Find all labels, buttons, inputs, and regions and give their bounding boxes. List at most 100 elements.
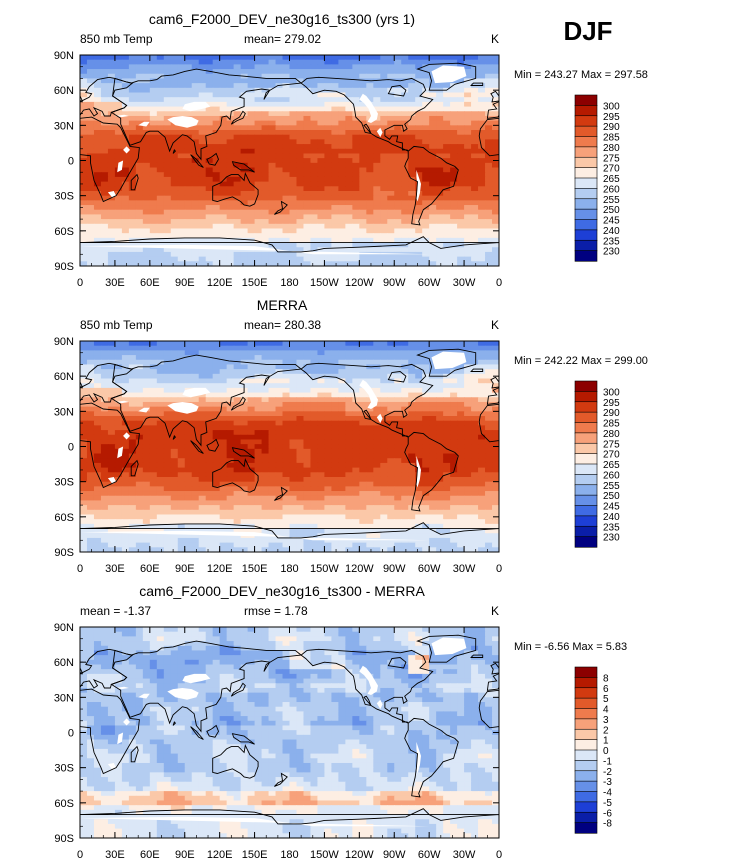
field-cell: [135, 387, 144, 394]
field-cell: [135, 476, 144, 483]
field-cell: [198, 341, 207, 347]
field-cell: [345, 406, 353, 412]
field-cell: [247, 101, 256, 108]
field-cell: [184, 491, 193, 497]
field-cell: [261, 453, 270, 459]
field-cell: [142, 115, 151, 122]
field-cell: [387, 256, 395, 262]
field-cell: [233, 383, 242, 389]
field-cell: [324, 83, 332, 89]
field-cell: [254, 364, 263, 370]
field-cell: [352, 59, 360, 65]
field-cell: [226, 495, 235, 502]
field-cell: [310, 115, 319, 122]
field-cell: [240, 83, 249, 89]
field-cell: [296, 78, 305, 84]
field-cell: [198, 439, 207, 445]
field-cell: [205, 139, 214, 145]
field-cell: [303, 87, 312, 94]
field-cell: [303, 467, 312, 473]
field-cell: [324, 92, 332, 98]
field-cell: [303, 369, 312, 375]
field-cell: [184, 416, 193, 422]
field-cell: [352, 64, 360, 70]
field-cell: [359, 420, 367, 426]
field-cell: [226, 345, 235, 351]
field-cell: [205, 476, 214, 483]
field-cell: [135, 115, 144, 122]
lat-tick-label: 60S: [54, 226, 74, 238]
field-cell: [429, 369, 437, 375]
colorbar-box: [574, 115, 598, 127]
field-cell: [289, 476, 298, 483]
colorbar-label: 235: [603, 236, 620, 247]
field-cell: [471, 486, 479, 492]
field-cell: [156, 411, 165, 417]
field-cell: [429, 176, 437, 183]
field-cell: [247, 115, 256, 122]
field-cell: [240, 228, 249, 234]
field-cell: [338, 434, 346, 441]
field-cell: [282, 420, 291, 426]
field-cell: [422, 120, 430, 126]
field-cell: [373, 242, 381, 248]
field-cell: [107, 167, 116, 173]
field-cell: [345, 444, 353, 450]
field-cell: [219, 453, 228, 459]
field-cell: [121, 247, 130, 253]
field-cell: [107, 214, 116, 220]
field-cell: [296, 209, 305, 216]
field-cell: [401, 125, 409, 131]
field-cell: [282, 472, 291, 478]
field-cell: [80, 214, 88, 220]
field-cell: [268, 350, 277, 356]
field-cell: [268, 359, 277, 366]
field-cell: [135, 416, 144, 422]
field-cell: [401, 378, 409, 384]
field-cell: [219, 247, 228, 253]
field-cell: [436, 237, 444, 244]
field-cell: [338, 491, 346, 497]
field-cell: [114, 416, 123, 422]
field-cell: [310, 59, 319, 65]
field-cell: [478, 148, 486, 155]
field-cell: [331, 92, 339, 98]
field-cell: [226, 467, 235, 473]
field-cell: [429, 200, 437, 206]
field-cell: [86, 73, 95, 80]
field-cell: [289, 228, 298, 234]
field-cell: [324, 167, 332, 173]
field-cell: [429, 462, 437, 469]
field-cell: [268, 228, 277, 234]
field-cell: [121, 444, 130, 450]
field-cell: [93, 355, 102, 361]
field-cell: [408, 448, 416, 455]
field-cell: [436, 242, 444, 248]
field-cell: [275, 228, 284, 234]
field-cell: [142, 256, 151, 262]
field-cell: [128, 500, 137, 506]
field-cell: [331, 462, 339, 469]
field-cell: [429, 190, 437, 197]
field-cell: [289, 439, 298, 445]
field-cell: [191, 472, 200, 478]
field-cell: [345, 392, 353, 398]
field-cell: [317, 181, 326, 187]
field-cell: [198, 219, 207, 225]
field-cell: [149, 472, 158, 478]
field-cell: [485, 228, 493, 234]
field-cell: [163, 387, 172, 394]
field-cell: [373, 78, 381, 84]
field-cell: [149, 181, 158, 187]
field-cell: [114, 78, 123, 84]
field-cell: [373, 434, 381, 441]
field-cell: [282, 167, 291, 173]
field-cell: [303, 416, 312, 422]
field-cell: [303, 139, 312, 145]
field-cell: [135, 401, 144, 408]
field-cell: [324, 425, 332, 431]
field-cell: [226, 106, 235, 112]
field-cell: [156, 364, 165, 370]
field-cell: [268, 106, 277, 112]
field-cell: [275, 92, 284, 98]
